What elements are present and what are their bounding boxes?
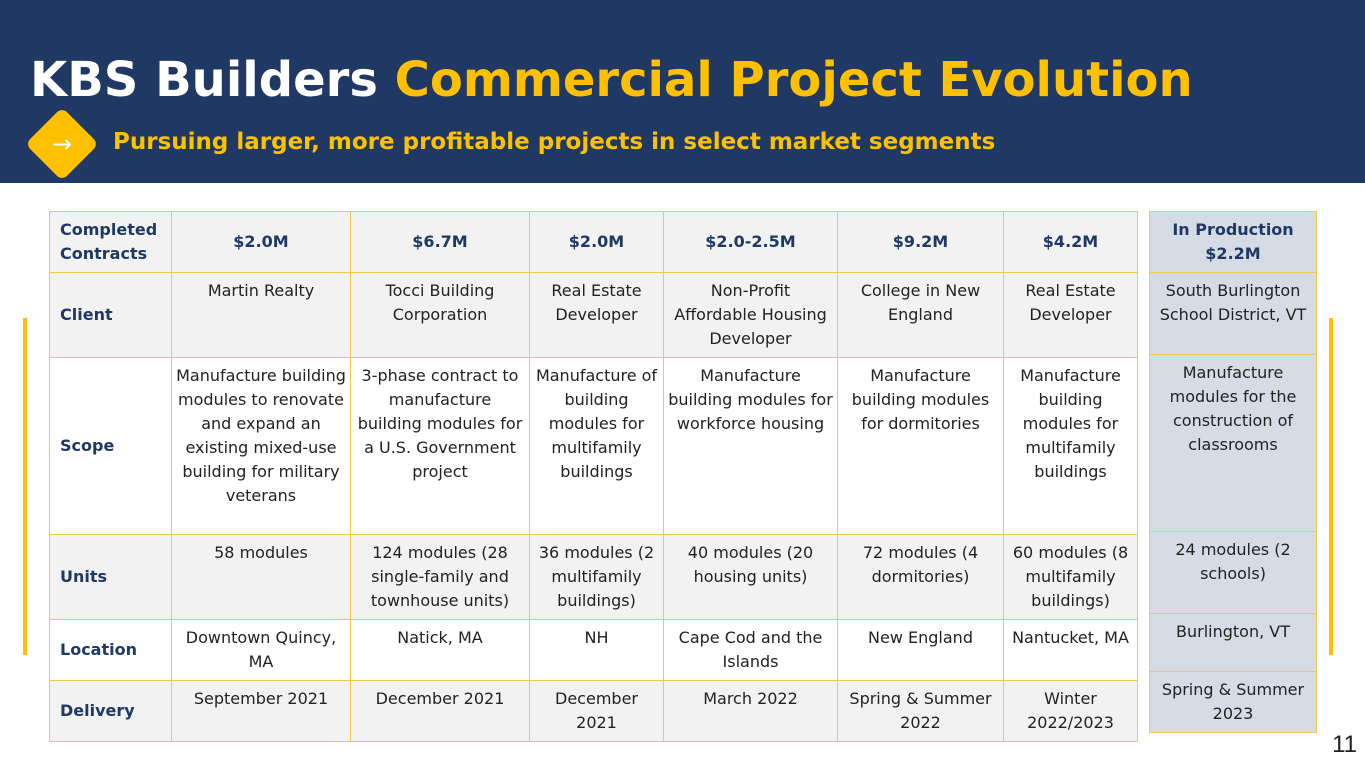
contract-value: $4.2M bbox=[1003, 211, 1138, 273]
table-cell: Tocci Building Corporation bbox=[350, 272, 530, 358]
table-cell: Downtown Quincy, MA bbox=[171, 619, 351, 681]
table-cell: College in New England bbox=[837, 272, 1004, 358]
table-cell: Manufacture building modules to renovate… bbox=[171, 357, 351, 535]
table-cell: Non-Profit Affordable Housing Developer bbox=[663, 272, 838, 358]
table-cell: Natick, MA bbox=[350, 619, 530, 681]
production-row-delivery: Spring & Summer 2023 bbox=[1149, 671, 1317, 733]
table-cell: Real Estate Developer bbox=[1003, 272, 1138, 358]
table-cell: Spring & Summer 2023 bbox=[1149, 671, 1317, 733]
production-row-location: Burlington, VT bbox=[1149, 613, 1317, 672]
table-row-location: Location Downtown Quincy, MA Natick, MA … bbox=[49, 619, 1138, 681]
table-cell: 24 modules (2 schools) bbox=[1149, 531, 1317, 614]
table-cell: Nantucket, MA bbox=[1003, 619, 1138, 681]
production-header: In Production $2.2M bbox=[1149, 211, 1317, 273]
table-cell: 60 modules (8 multifamily buildings) bbox=[1003, 534, 1138, 620]
table-row-units: Units 58 modules 124 modules (28 single-… bbox=[49, 534, 1138, 620]
table-header-row: Completed Contracts $2.0M $6.7M $2.0M $2… bbox=[49, 211, 1138, 273]
table-cell: Manufacture of building modules for mult… bbox=[529, 357, 664, 535]
table-cell: 124 modules (28 single-family and townho… bbox=[350, 534, 530, 620]
row-label-scope: Scope bbox=[49, 357, 172, 535]
table-cell: Manufacture building modules for multifa… bbox=[1003, 357, 1138, 535]
production-value: $2.2M bbox=[1205, 244, 1261, 263]
contract-value: $2.0M bbox=[529, 211, 664, 273]
contract-value: $2.0M bbox=[171, 211, 351, 273]
table-cell: New England bbox=[837, 619, 1004, 681]
table-cell: Manufacture building modules for dormito… bbox=[837, 357, 1004, 535]
row-label-client: Client bbox=[49, 272, 172, 358]
table-cell: March 2022 bbox=[663, 680, 838, 742]
table-cell: NH bbox=[529, 619, 664, 681]
table-cell: 36 modules (2 multifamily buildings) bbox=[529, 534, 664, 620]
table-cell: Manufacture building modules for workfor… bbox=[663, 357, 838, 535]
table-cell: Real Estate Developer bbox=[529, 272, 664, 358]
production-row-units: 24 modules (2 schools) bbox=[1149, 531, 1317, 614]
table-cell: 72 modules (4 dormitories) bbox=[837, 534, 1004, 620]
table-cell: Martin Realty bbox=[171, 272, 351, 358]
production-row-client: South Burlington School District, VT bbox=[1149, 272, 1317, 355]
table-row-scope: Scope Manufacture building modules to re… bbox=[49, 357, 1138, 535]
contract-value: $6.7M bbox=[350, 211, 530, 273]
arrow-right-icon: → bbox=[51, 130, 73, 158]
table-cell: December 2021 bbox=[529, 680, 664, 742]
title-accent: Commercial Project Evolution bbox=[394, 52, 1193, 108]
table-cell: December 2021 bbox=[350, 680, 530, 742]
contract-value: $2.0-2.5M bbox=[663, 211, 838, 273]
page-number: 11 bbox=[1332, 731, 1357, 758]
title-main: KBS Builders bbox=[30, 52, 378, 108]
row-label-location: Location bbox=[49, 619, 172, 681]
table-cell: Burlington, VT bbox=[1149, 613, 1317, 672]
row-label-delivery: Delivery bbox=[49, 680, 172, 742]
table-cell: Cape Cod and the Islands bbox=[663, 619, 838, 681]
completed-contracts-table: Completed Contracts $2.0M $6.7M $2.0M $2… bbox=[49, 211, 1138, 742]
page-subtitle: Pursuing larger, more profitable project… bbox=[113, 129, 996, 155]
table-cell: Manufacture modules for the construction… bbox=[1149, 354, 1317, 532]
page-title: KBS Builders Commercial Project Evolutio… bbox=[30, 52, 1193, 108]
table-cell: 40 modules (20 housing units) bbox=[663, 534, 838, 620]
table-cell: Spring & Summer 2022 bbox=[837, 680, 1004, 742]
table-row-delivery: Delivery September 2021 December 2021 De… bbox=[49, 680, 1138, 742]
header-banner: KBS Builders Commercial Project Evolutio… bbox=[0, 0, 1365, 183]
table-cell: Winter 2022/2023 bbox=[1003, 680, 1138, 742]
table-row-client: Client Martin Realty Tocci Building Corp… bbox=[49, 272, 1138, 358]
table-cell: 3-phase contract to manufacture building… bbox=[350, 357, 530, 535]
table-cell: 58 modules bbox=[171, 534, 351, 620]
in-production-label: In Production bbox=[1172, 220, 1294, 239]
production-header-row: In Production $2.2M bbox=[1149, 211, 1317, 273]
in-production-table: In Production $2.2M South Burlington Scho… bbox=[1149, 211, 1317, 733]
production-row-scope: Manufacture modules for the construction… bbox=[1149, 354, 1317, 532]
right-accent-bar bbox=[1329, 318, 1333, 655]
completed-contracts-label: Completed Contracts bbox=[49, 211, 172, 273]
row-label-units: Units bbox=[49, 534, 172, 620]
left-accent-bar bbox=[23, 318, 27, 655]
contract-value: $9.2M bbox=[837, 211, 1004, 273]
table-cell: South Burlington School District, VT bbox=[1149, 272, 1317, 355]
table-cell: September 2021 bbox=[171, 680, 351, 742]
